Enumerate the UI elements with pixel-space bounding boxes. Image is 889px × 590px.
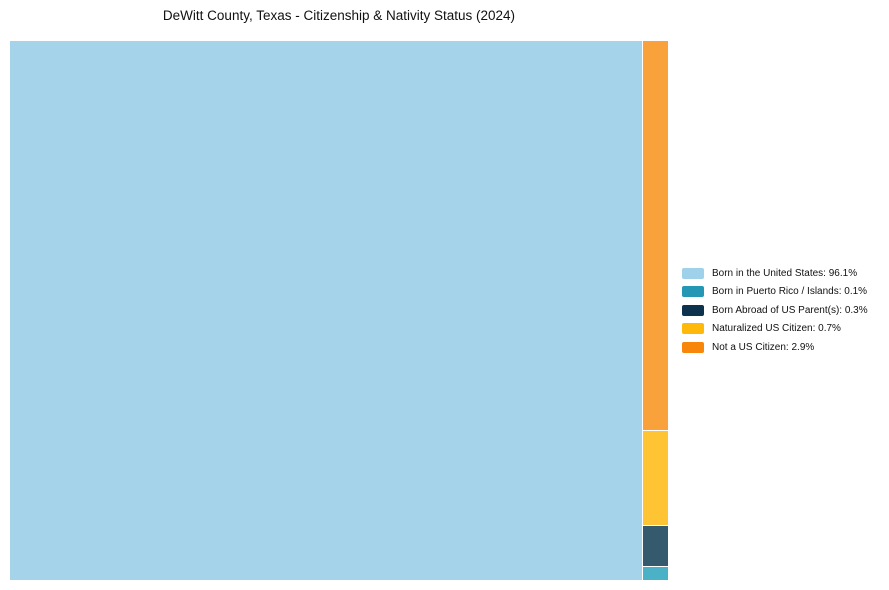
legend-swatch [682, 341, 704, 353]
treemap-segment-born-in-the-united-states[interactable] [10, 41, 642, 580]
legend-item-naturalized-us-citizen[interactable]: Naturalized US Citizen: 0.7% [682, 320, 868, 339]
treemap-plot [10, 41, 668, 580]
legend-swatch [682, 323, 704, 335]
legend-swatch [682, 267, 704, 279]
legend-item-label: Naturalized US Citizen: 0.7% [712, 323, 841, 335]
legend-item-label: Born in the United States: 96.1% [712, 267, 858, 279]
legend-item-not-a-us-citizen[interactable]: Not a US Citizen: 2.9% [682, 338, 868, 357]
legend-item-born-abroad-of-us-parent-s[interactable]: Born Abroad of US Parent(s): 0.3% [682, 301, 868, 320]
legend-item-born-in-the-united-states[interactable]: Born in the United States: 96.1% [682, 264, 868, 283]
treemap-segment-born-abroad-of-us-parent-s[interactable] [643, 526, 668, 566]
treemap-segment-naturalized-us-citizen[interactable] [643, 431, 668, 525]
legend-item-label: Born Abroad of US Parent(s): 0.3% [712, 304, 868, 316]
legend-swatch [682, 304, 704, 316]
treemap-segment-not-a-us-citizen[interactable] [643, 41, 668, 430]
legend-item-label: Not a US Citizen: 2.9% [712, 341, 815, 353]
legend-item-born-in-puerto-rico-islands[interactable]: Born in Puerto Rico / Islands: 0.1% [682, 283, 868, 302]
legend-item-label: Born in Puerto Rico / Islands: 0.1% [712, 286, 868, 298]
chart-title: DeWitt County, Texas - Citizenship & Nat… [162, 8, 516, 23]
legend: Born in the United States: 96.1% Born in … [682, 264, 868, 357]
legend-swatch [682, 286, 704, 298]
treemap-segment-born-in-puerto-rico-islands[interactable] [643, 567, 668, 580]
